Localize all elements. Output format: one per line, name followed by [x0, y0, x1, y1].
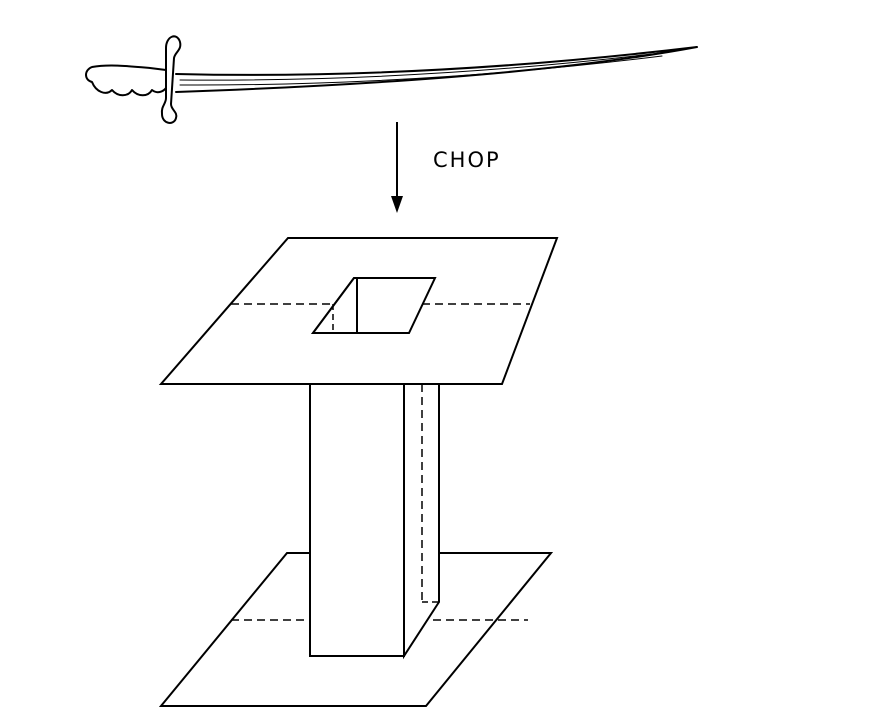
- sword-icon: [85, 35, 698, 124]
- chop-arrow: [391, 122, 403, 213]
- top-sheet-outline: [158, 237, 559, 385]
- bottom-sheet: [158, 552, 554, 707]
- sword-fuller: [179, 52, 661, 81]
- bottom-sheet-outline: [158, 552, 554, 707]
- chop-label: CHOP: [433, 148, 501, 172]
- sword-grip: [85, 64, 167, 97]
- top-sheet: [158, 237, 559, 385]
- chop-arrow-head: [391, 196, 403, 213]
- sword-fuller-inner: [179, 55, 663, 86]
- sword-blade: [175, 46, 698, 93]
- column-front-face: [309, 383, 405, 657]
- column-block: [309, 383, 440, 660]
- sword-crossguard: [160, 35, 182, 124]
